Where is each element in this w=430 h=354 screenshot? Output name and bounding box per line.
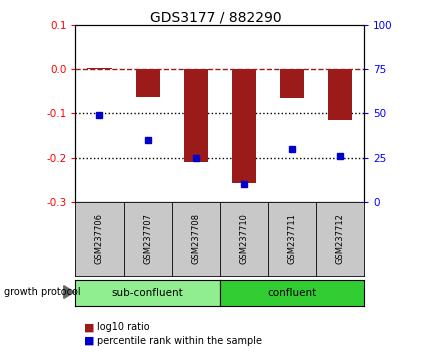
Text: GSM237707: GSM237707: [143, 213, 152, 264]
Text: GDS3177 / 882290: GDS3177 / 882290: [149, 11, 281, 25]
Bar: [327, 69, 351, 120]
Text: GSM237708: GSM237708: [191, 213, 200, 264]
Text: ■: ■: [84, 336, 94, 346]
Text: log10 ratio: log10 ratio: [97, 322, 149, 332]
Bar: [135, 69, 159, 97]
Bar: [87, 68, 111, 69]
Text: GSM237710: GSM237710: [239, 213, 248, 264]
Text: percentile rank within the sample: percentile rank within the sample: [97, 336, 261, 346]
Text: GSM237706: GSM237706: [95, 213, 104, 264]
Text: sub-confluent: sub-confluent: [111, 288, 183, 298]
Polygon shape: [64, 286, 74, 298]
Text: GSM237712: GSM237712: [335, 213, 344, 264]
Text: growth protocol: growth protocol: [4, 287, 81, 297]
Bar: [231, 69, 255, 183]
Text: GSM237711: GSM237711: [287, 213, 296, 264]
Text: ■: ■: [84, 322, 94, 332]
Text: confluent: confluent: [267, 288, 316, 298]
Bar: [183, 69, 207, 162]
Bar: [280, 69, 303, 98]
